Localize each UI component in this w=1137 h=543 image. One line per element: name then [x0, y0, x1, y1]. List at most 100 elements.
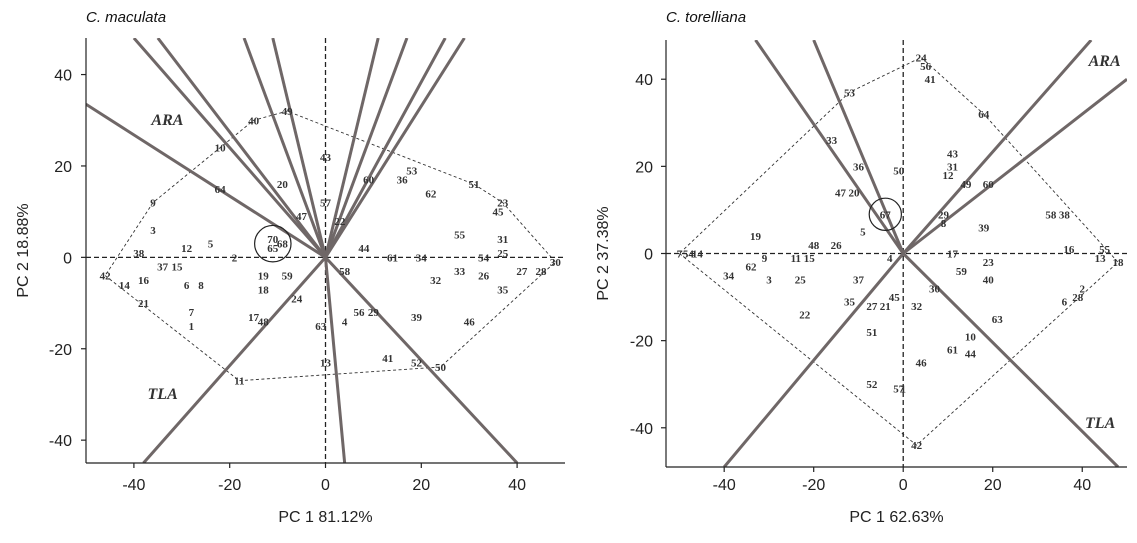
point-label: 19: [750, 231, 762, 243]
point-label: 50: [893, 166, 905, 178]
point-label: 54: [478, 252, 490, 264]
y-tick-label: 20: [635, 159, 653, 176]
y-tick-label: -20: [49, 342, 72, 359]
point-label: 42: [100, 271, 112, 283]
point-label: 59: [956, 266, 968, 278]
point-label: 4: [342, 316, 348, 328]
point-label: 46: [916, 357, 928, 369]
vector-line: [324, 38, 409, 258]
point-label: 56: [920, 61, 932, 73]
vector-label: TLA: [148, 386, 179, 403]
vector-label: ARA: [150, 112, 183, 129]
point-label: 52: [411, 357, 423, 369]
point-label: 41: [382, 353, 393, 365]
point-label: 68: [277, 239, 289, 251]
point-label: 32: [430, 275, 442, 287]
point-label: 51: [468, 179, 479, 191]
y-tick-label: 40: [635, 72, 653, 89]
vector-line: [142, 256, 327, 463]
point-label: 38: [133, 248, 145, 260]
point-label: 64: [215, 184, 227, 196]
point-label: 27: [516, 266, 528, 278]
point-label: 16: [1063, 244, 1075, 256]
point-label: 31: [497, 234, 508, 246]
vector-line: [324, 38, 380, 258]
point-label: 37: [157, 261, 169, 273]
point-label: 22: [799, 310, 811, 322]
x-tick-label: 20: [412, 477, 430, 494]
point-label: 40: [983, 275, 995, 287]
point-label: 53: [406, 166, 418, 178]
point-label: 45: [492, 207, 504, 219]
point-label: 26: [478, 271, 490, 283]
point-label: 43: [947, 148, 959, 160]
y-tick-label: 40: [54, 68, 72, 85]
vector-line: [156, 38, 327, 259]
point-label: 9: [762, 253, 768, 265]
point-label: 23: [983, 257, 995, 269]
point-label: 49: [960, 179, 972, 191]
point-label: 1: [189, 321, 195, 333]
point-label: 20: [848, 188, 860, 200]
point-label: 15: [804, 253, 816, 265]
y-axis-label: PC 2 37.38%: [595, 206, 612, 300]
y-axis-label: PC 2 18.88%: [15, 203, 32, 297]
point-label: 16: [138, 275, 150, 287]
vector-line: [324, 38, 466, 259]
point-label: 7: [677, 249, 683, 261]
vector-label: TLA: [1085, 415, 1116, 432]
point-label: 13: [320, 357, 332, 369]
vector-label: ARA: [1088, 53, 1121, 70]
highlight-circle: [254, 224, 292, 263]
point-label: 46: [464, 316, 476, 328]
point-label: 24: [916, 52, 928, 64]
point-label: 27: [866, 301, 878, 313]
point-label: 21: [138, 298, 149, 310]
point-label: 52: [866, 379, 878, 391]
x-tick-label: 40: [508, 477, 526, 494]
point-label: 6: [184, 280, 190, 292]
x-tick-label: -40: [713, 477, 736, 494]
point-label: 25: [795, 275, 807, 287]
point-label: 62: [425, 188, 437, 200]
panel-title: C. torelliana: [666, 9, 746, 26]
point-label: 1: [900, 384, 906, 396]
point-label: 70: [267, 234, 279, 246]
point-label: 17: [947, 249, 959, 261]
x-axis-label: PC 1 62.63%: [849, 509, 943, 526]
point-label: 56: [354, 307, 366, 319]
point-label: 50: [435, 362, 447, 374]
point-label: 2: [1079, 283, 1085, 295]
point-label: 67: [880, 209, 892, 221]
point-label: 35: [844, 296, 856, 308]
vector-line: [324, 257, 347, 463]
point-label: 29: [368, 307, 380, 319]
point-label: 61: [947, 344, 958, 356]
point-label: 28: [536, 266, 548, 278]
point-label: 9: [150, 198, 156, 210]
point-label: 63: [315, 321, 327, 333]
point-label: 51: [866, 327, 877, 339]
point-label: 39: [978, 222, 990, 234]
panel-title: C. maculata: [86, 9, 166, 26]
point-label: 3: [766, 275, 772, 287]
convex-hull: [104, 110, 557, 382]
vector-line: [271, 38, 327, 258]
point-label: 55: [1099, 244, 1111, 256]
point-label: 55: [454, 230, 466, 242]
highlight-circle: [868, 197, 903, 231]
vector-line: [902, 78, 1127, 255]
point-label: 6: [1062, 296, 1068, 308]
vector-line: [812, 40, 905, 255]
point-label: 41: [925, 74, 936, 86]
point-label: 64: [978, 109, 990, 121]
point-label: 3: [150, 225, 156, 237]
point-label: 35: [497, 284, 509, 296]
vector-line: [324, 38, 447, 259]
point-label: 8: [941, 218, 947, 230]
y-tick-label: -20: [630, 334, 653, 351]
y-tick-label: 0: [63, 250, 72, 267]
